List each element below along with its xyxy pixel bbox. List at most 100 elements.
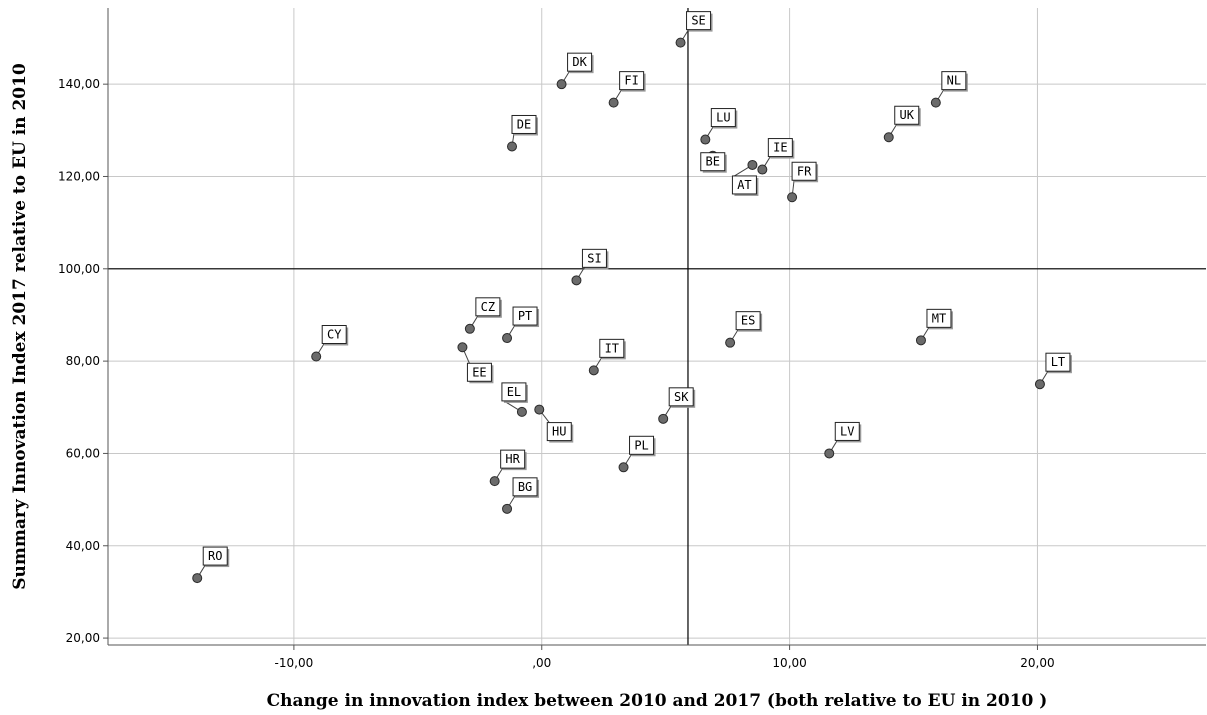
point-label-it: IT: [605, 341, 619, 355]
label-box-cy: [321, 325, 347, 345]
label-box-dk: [567, 52, 593, 72]
point-label-se: SE: [691, 14, 705, 28]
point-label-cy: CY: [327, 328, 342, 342]
point-it: [588, 365, 599, 376]
point-cz: [464, 323, 475, 334]
point-label-lu: LU: [716, 111, 730, 125]
point-label-si: SI: [587, 251, 601, 265]
point-fi: [608, 97, 619, 108]
label-box-cz: [475, 297, 501, 317]
data-points: [192, 37, 1045, 584]
point-labels: SE DK FI NL UK DE LU BE IE AT FR SI CZ PT EE CY ES MT IT LT…: [202, 11, 1072, 568]
point-label-bg: BG: [518, 480, 532, 494]
point-uk: [883, 132, 894, 143]
point-label-ro: RO: [208, 549, 222, 563]
point-label-fi: FI: [624, 74, 638, 88]
point-mt: [915, 335, 926, 346]
point-ro: [192, 573, 203, 584]
label-box-ro: [202, 546, 228, 566]
point-fr: [787, 192, 798, 203]
label-box-fr: [791, 161, 817, 181]
label-box-ee: [466, 362, 492, 382]
axes: [103, 8, 1206, 650]
x-axis-title: Change in innovation index between 2010 …: [267, 691, 1048, 711]
label-box-ie: [767, 138, 793, 158]
point-hr: [489, 476, 500, 487]
point-label-cz: CZ: [481, 300, 495, 314]
point-label-el: EL: [507, 385, 521, 399]
y-tick-label-6: 140,00: [58, 77, 100, 91]
label-box-hu: [546, 422, 572, 442]
y-tick-label-3: 80,00: [66, 354, 100, 368]
label-box-mt: [926, 308, 952, 328]
label-box-it: [599, 338, 625, 358]
point-label-dk: DK: [572, 55, 587, 69]
point-label-ie: IE: [773, 141, 787, 155]
label-box-pl: [629, 435, 655, 455]
y-tick-label-5: 120,00: [58, 169, 100, 183]
point-label-sk: SK: [674, 390, 689, 404]
point-cy: [311, 351, 322, 362]
tick-labels: -10,00 ,00 10,00 20,00 20,00 40,00 60,00 80,00 1…: [58, 77, 1055, 670]
point-lt: [1034, 379, 1045, 390]
x-tick-label-1: ,00: [532, 656, 551, 670]
point-label-mt: MT: [932, 311, 946, 325]
reference-lines: [108, 8, 1206, 645]
point-label-de: DE: [517, 117, 531, 131]
point-ie: [757, 164, 768, 175]
point-ee: [457, 342, 468, 353]
point-label-ee: EE: [472, 365, 486, 379]
label-box-es: [735, 311, 761, 331]
label-box-de: [511, 114, 537, 134]
point-de: [507, 141, 518, 152]
y-tick-label-4: 100,00: [58, 262, 100, 276]
point-el: [516, 406, 527, 417]
point-label-uk: UK: [900, 108, 915, 122]
point-label-at: AT: [737, 178, 751, 192]
x-tick-label-2: 10,00: [772, 656, 806, 670]
y-tick-label-1: 40,00: [66, 539, 100, 553]
label-box-fi: [619, 71, 645, 91]
point-label-be: BE: [706, 155, 720, 169]
x-tick-label-3: 20,00: [1020, 656, 1054, 670]
point-es: [725, 337, 736, 348]
point-label-pt: PT: [518, 309, 532, 323]
label-box-sk: [668, 387, 694, 407]
label-box-el: [501, 382, 527, 402]
point-label-es: ES: [741, 314, 755, 328]
point-at: [747, 159, 758, 170]
point-label-pl: PL: [634, 438, 648, 452]
point-si: [571, 275, 582, 286]
label-box-be: [700, 152, 726, 172]
point-pt: [502, 333, 513, 344]
point-hu: [534, 404, 545, 415]
point-label-lt: LT: [1051, 355, 1065, 369]
point-label-hu: HU: [552, 425, 566, 439]
point-dk: [556, 79, 567, 90]
point-lu: [700, 134, 711, 145]
point-lv: [824, 448, 835, 459]
x-tick-label-0: -10,00: [275, 656, 314, 670]
label-box-uk: [894, 105, 920, 125]
y-tick-label-0: 20,00: [66, 631, 100, 645]
point-bg: [502, 503, 513, 514]
point-nl: [930, 97, 941, 108]
label-box-si: [581, 248, 607, 268]
point-pl: [618, 462, 629, 473]
point-se: [675, 37, 686, 48]
y-axis-title: Summary Innovation Index 2017 relative t…: [10, 63, 30, 590]
label-box-pt: [512, 306, 538, 326]
label-box-se: [686, 11, 712, 31]
y-tick-label-2: 60,00: [66, 446, 100, 460]
point-label-nl: NL: [947, 74, 961, 88]
label-box-lv: [834, 421, 860, 441]
label-box-nl: [941, 71, 967, 91]
label-box-at: [731, 175, 757, 195]
point-label-hr: HR: [505, 452, 520, 466]
label-box-bg: [512, 477, 538, 497]
point-label-fr: FR: [797, 164, 812, 178]
label-box-lt: [1045, 352, 1071, 372]
grid-layer: [108, 8, 1206, 645]
point-sk: [658, 413, 669, 424]
